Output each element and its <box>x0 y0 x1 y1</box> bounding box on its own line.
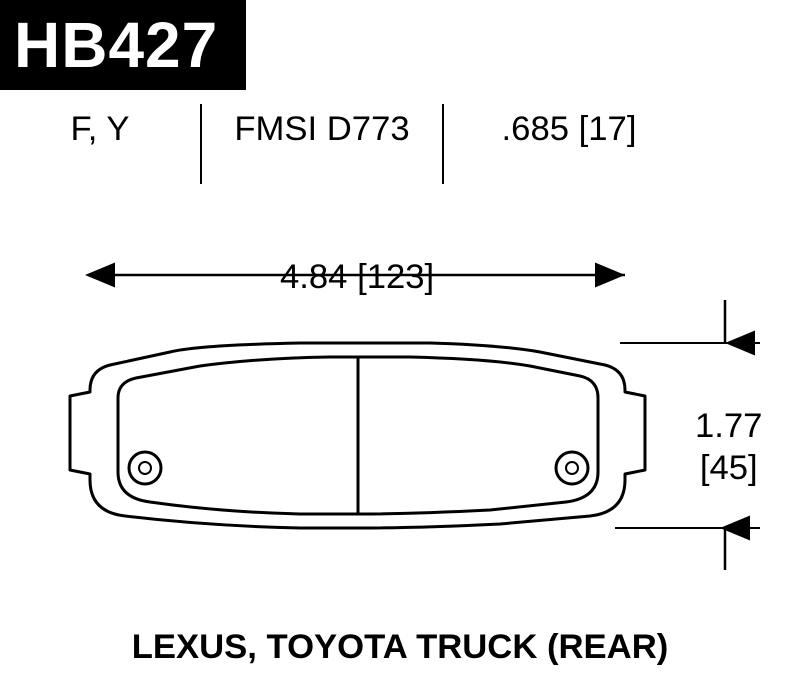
brake-pad-diagram <box>0 0 800 691</box>
